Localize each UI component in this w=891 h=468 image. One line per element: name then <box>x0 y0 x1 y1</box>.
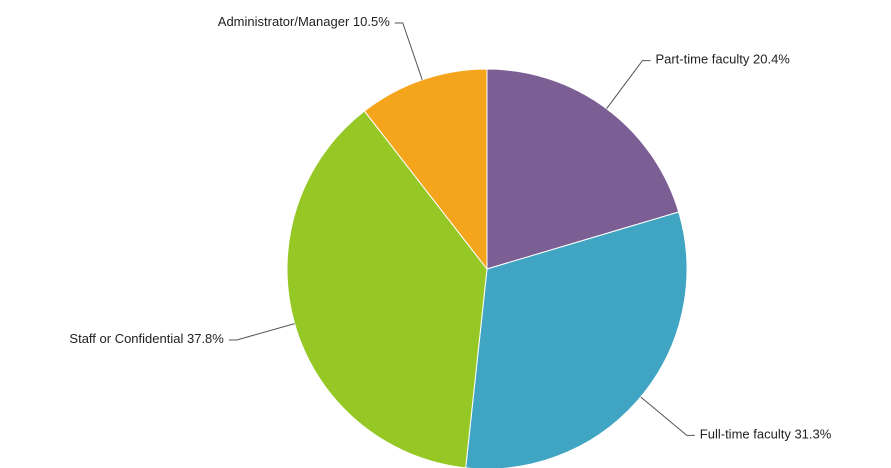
slice-label: Staff or Confidential 37.8% <box>69 331 224 346</box>
pie-slice <box>486 68 680 270</box>
leader-line <box>606 60 651 109</box>
pie-slice <box>465 211 688 468</box>
slice-value: 31.3% <box>794 427 831 442</box>
slice-label: Part-time faculty 20.4% <box>655 52 790 67</box>
slice-value: 20.4% <box>753 52 790 67</box>
slice-category: Administrator/Manager <box>218 14 350 29</box>
pie-slice <box>286 110 488 468</box>
slice-value: 10.5% <box>353 14 390 29</box>
pie-slice <box>363 68 488 271</box>
slice-category: Full-time faculty <box>700 427 792 442</box>
leader-line <box>394 22 423 80</box>
slice-category: Part-time faculty <box>655 52 749 67</box>
leader-line <box>640 396 695 436</box>
leader-line <box>228 323 295 341</box>
slice-label: Full-time faculty 31.3% <box>700 427 832 442</box>
slice-category: Staff or Confidential <box>69 331 183 346</box>
slice-label: Administrator/Manager 10.5% <box>218 14 390 29</box>
slice-value: 37.8% <box>187 331 224 346</box>
